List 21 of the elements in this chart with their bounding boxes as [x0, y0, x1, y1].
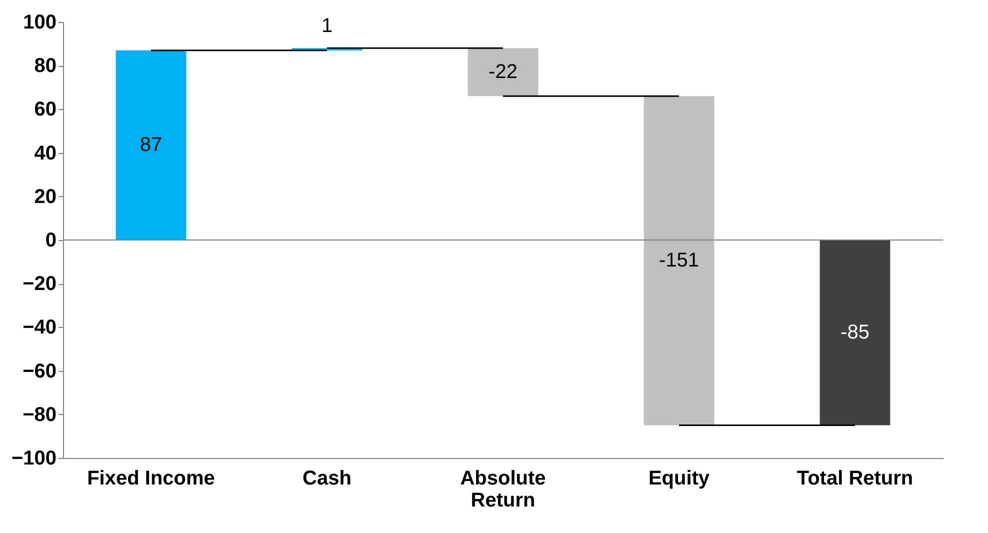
y-tick-label: 40	[34, 142, 56, 164]
y-tick-label: −100	[11, 448, 56, 470]
y-tick-label: 20	[34, 186, 56, 208]
x-tick-label: Total Return	[796, 468, 914, 490]
y-tick-label: 80	[34, 55, 56, 78]
y-tick-label: 60	[34, 98, 56, 121]
x-tick-label: Cash	[302, 468, 352, 490]
y-tick-label: −20	[22, 273, 56, 296]
x-tick-label: Equity	[648, 468, 710, 490]
data-label: -85	[840, 322, 870, 344]
data-label: 87	[140, 134, 162, 156]
y-tick-label: −60	[22, 360, 56, 382]
x-tick-label: Fixed Income	[87, 468, 215, 490]
y-tick-label: −80	[22, 404, 56, 426]
y-tick-label: 0	[45, 230, 56, 252]
x-tick-label: Absolute Return	[460, 468, 546, 512]
y-tick-label: 100	[23, 12, 56, 34]
y-tick-label: −40	[22, 316, 56, 339]
data-label: -151	[658, 250, 700, 272]
data-label: 1	[321, 15, 333, 38]
data-label: -22	[488, 61, 518, 84]
